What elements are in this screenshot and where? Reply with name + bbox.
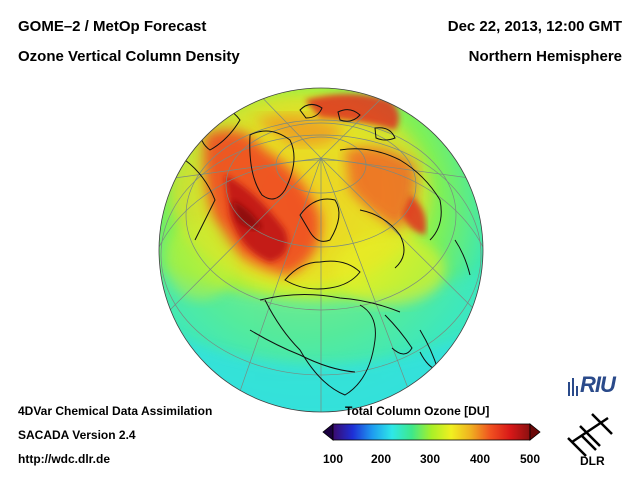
colorbar-tick: 500 bbox=[519, 452, 541, 466]
colorbar-tick: 200 bbox=[370, 452, 392, 466]
ozone-field bbox=[159, 88, 483, 412]
dlr-logo-icon bbox=[567, 413, 613, 457]
graticule bbox=[159, 88, 483, 412]
footer-line-1: 4DVar Chemical Data Assimilation bbox=[18, 404, 213, 418]
coastlines bbox=[184, 104, 471, 396]
map-subtitle: Ozone Vertical Column Density bbox=[18, 48, 240, 65]
map-datetime: Dec 22, 2013, 12:00 GMT bbox=[447, 18, 622, 35]
colorbar-title: Total Column Ozone [DU] bbox=[345, 404, 490, 418]
colorbar-tick: 400 bbox=[469, 452, 491, 466]
riu-logo: RIU bbox=[580, 372, 616, 397]
colorbar-min-arrow bbox=[322, 423, 334, 441]
colorbar-max-arrow bbox=[529, 423, 541, 441]
colorbar-gradient bbox=[332, 423, 531, 441]
colorbar-tick: 100 bbox=[322, 452, 344, 466]
footer-link[interactable]: http://wdc.dlr.de bbox=[18, 452, 110, 466]
riu-logo-icon bbox=[568, 378, 578, 396]
colorbar bbox=[322, 423, 541, 441]
map-region: Northern Hemisphere bbox=[468, 48, 622, 65]
footer-line-2: SACADA Version 2.4 bbox=[18, 428, 136, 442]
dlr-logo-text: DLR bbox=[580, 454, 605, 468]
colorbar-tick: 300 bbox=[419, 452, 441, 466]
map-title: GOME–2 / MetOp Forecast bbox=[18, 18, 207, 35]
